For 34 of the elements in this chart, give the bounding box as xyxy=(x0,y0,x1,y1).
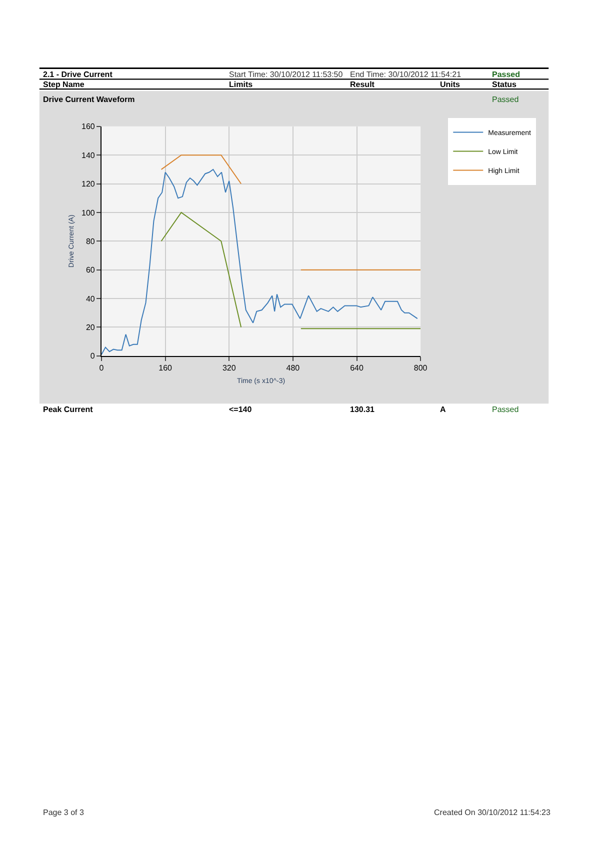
text: A xyxy=(440,405,446,414)
x-tick-label: 640 xyxy=(350,364,364,372)
y-tick-label: 120 xyxy=(82,180,96,189)
y-tick-label: 100 xyxy=(82,208,96,218)
text: <=140 xyxy=(229,405,252,414)
text: Peak Current xyxy=(43,405,94,414)
y-tick-label: 160 xyxy=(82,122,96,132)
y-tick-label: 40 xyxy=(86,294,96,304)
text: 130.31 xyxy=(350,405,376,414)
text: Status xyxy=(492,80,517,89)
y-tick-label: 140 xyxy=(82,150,96,160)
text: Page 3 of 3 xyxy=(43,808,84,817)
text: Units xyxy=(440,80,461,89)
text: Passed xyxy=(492,405,519,414)
text: End Time: 30/10/2012 11:54:21 xyxy=(350,70,462,79)
text: 2.1 - Drive Current xyxy=(43,70,113,79)
text: Start Time: 30/10/2012 11:53:50 xyxy=(229,70,344,79)
y-tick-label: 60 xyxy=(86,266,96,275)
line-series xyxy=(101,168,418,355)
x-tick-label: 320 xyxy=(222,364,236,372)
text: Result xyxy=(350,80,375,89)
x-tick-label: 480 xyxy=(286,364,300,372)
text: Step Name xyxy=(43,80,85,89)
y-tick-label: 0 xyxy=(90,352,96,361)
x-tick-label: 800 xyxy=(414,364,428,372)
x-tick-label: 160 xyxy=(158,364,173,372)
y-tick-label: 20 xyxy=(86,323,96,332)
text: Drive Current Waveform xyxy=(43,95,135,104)
text: Passed xyxy=(492,70,520,79)
text: Created On 30/10/2012 11:54:23 xyxy=(434,808,551,817)
text: Passed xyxy=(492,95,519,104)
y-tick-label: 80 xyxy=(86,236,96,246)
text: Limits xyxy=(229,80,254,89)
x-tick-label: 0 xyxy=(99,364,104,372)
